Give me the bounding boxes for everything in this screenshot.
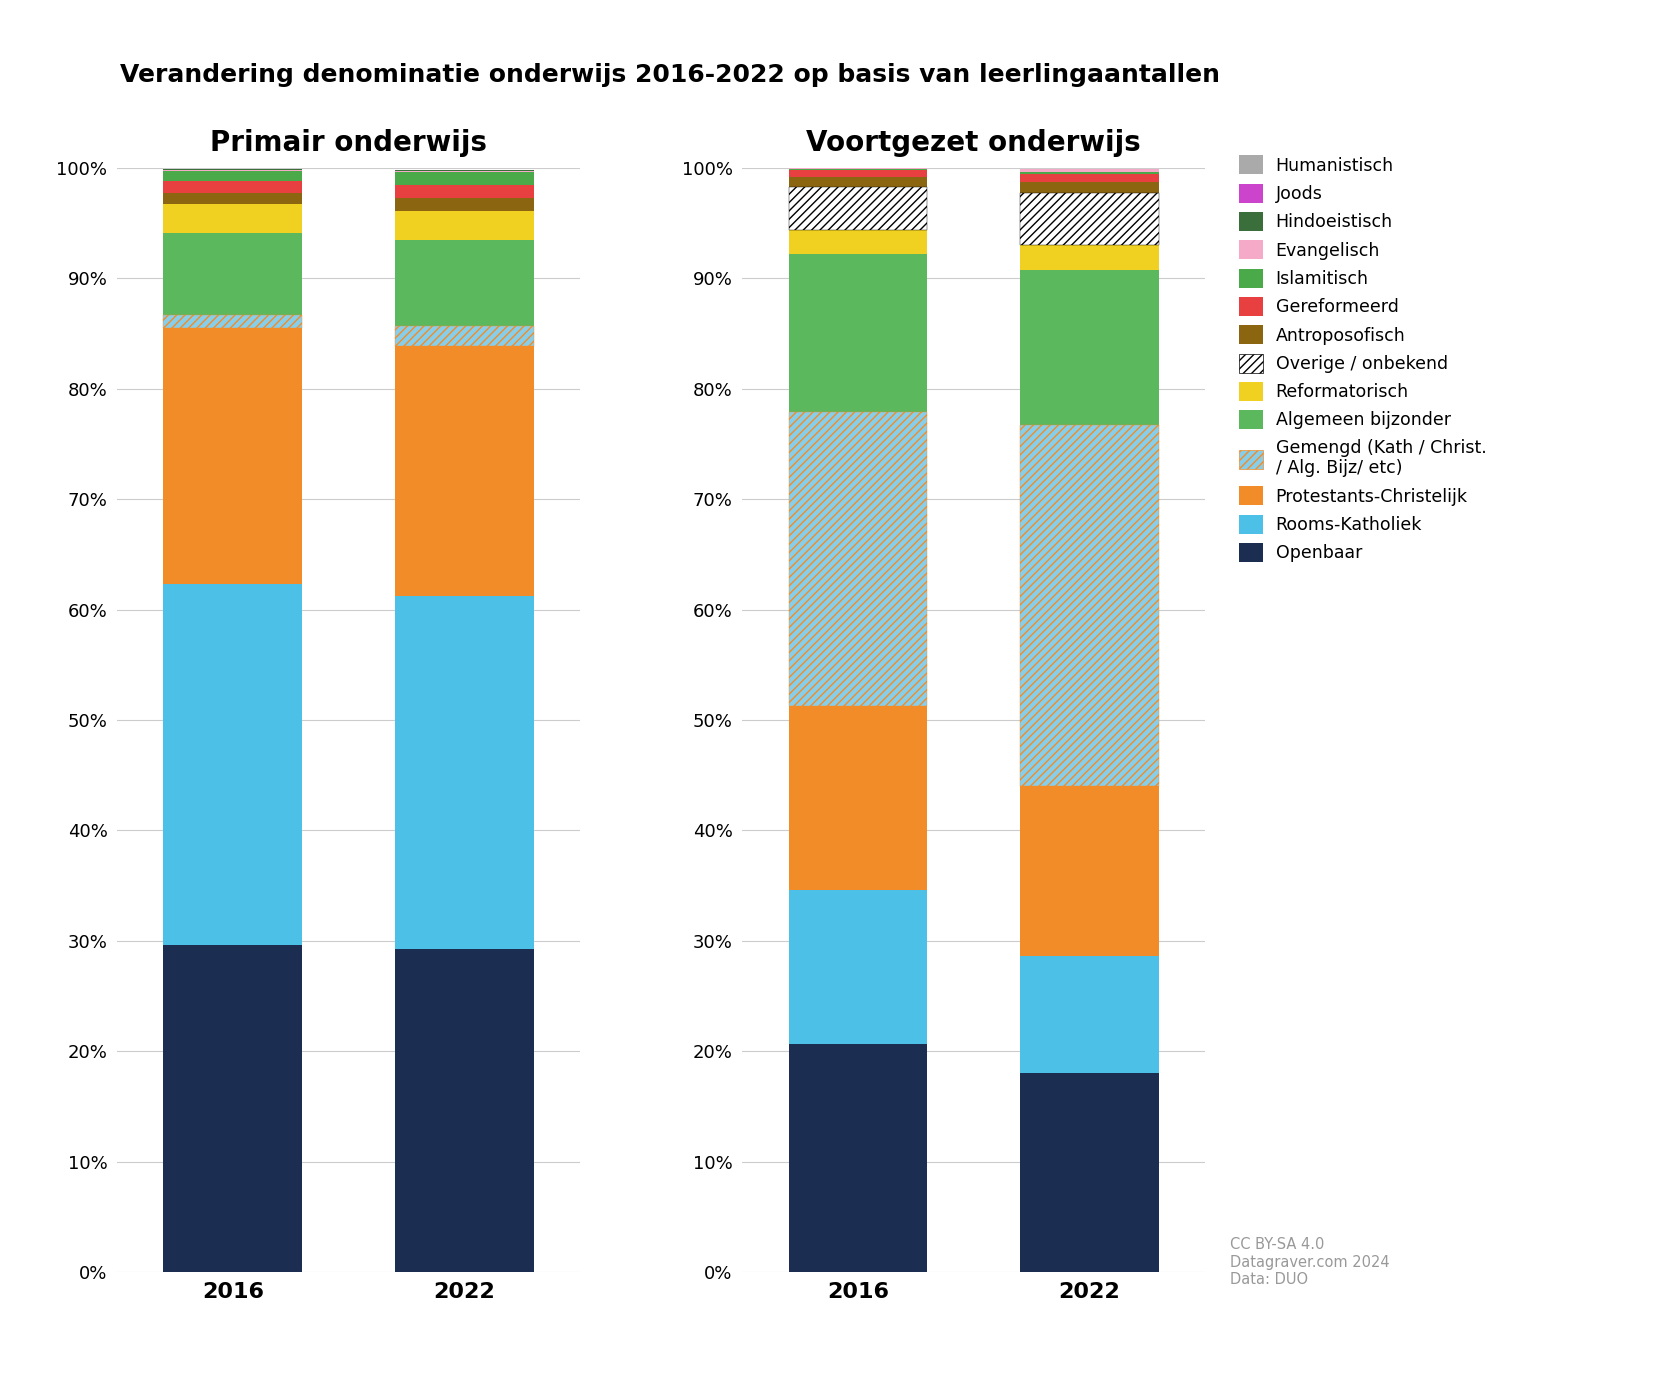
Bar [1019, 175, 1158, 182]
Bar [788, 1043, 927, 1272]
Bar [788, 166, 927, 169]
Bar [1019, 172, 1158, 175]
Bar [395, 211, 534, 239]
Bar [1019, 193, 1158, 245]
Bar [395, 345, 534, 597]
Bar [788, 171, 927, 176]
Bar [164, 315, 303, 329]
Title: Primair onderwijs: Primair onderwijs [211, 129, 487, 157]
Bar [1019, 245, 1158, 270]
Bar [395, 239, 534, 326]
Bar [788, 706, 927, 891]
Bar [788, 412, 927, 706]
Bar [788, 254, 927, 412]
Bar [164, 233, 303, 315]
Bar [1019, 786, 1158, 956]
Bar [395, 197, 534, 211]
Bar [395, 326, 534, 345]
Bar [1019, 182, 1158, 193]
Bar [788, 186, 927, 229]
Text: CC BY-SA 4.0
Datagraver.com 2024
Data: DUO: CC BY-SA 4.0 Datagraver.com 2024 Data: D… [1230, 1237, 1389, 1288]
Bar [788, 891, 927, 1043]
Bar [1019, 193, 1158, 245]
Bar [1019, 270, 1158, 425]
Bar [164, 171, 303, 180]
Bar [395, 597, 534, 949]
Bar [788, 229, 927, 254]
Bar [164, 584, 303, 945]
Bar [164, 204, 303, 233]
Bar [395, 172, 534, 186]
Bar [788, 412, 927, 706]
Bar [164, 193, 303, 204]
Bar [788, 176, 927, 186]
Bar [1019, 169, 1158, 172]
Bar [164, 329, 303, 584]
Legend: Humanistisch, Joods, Hindoeistisch, Evangelisch, Islamitisch, Gereformeerd, Antr: Humanistisch, Joods, Hindoeistisch, Evan… [1238, 155, 1486, 562]
Bar [164, 180, 303, 193]
Bar [395, 186, 534, 197]
Title: Voortgezet onderwijs: Voortgezet onderwijs [806, 129, 1141, 157]
Bar [164, 945, 303, 1272]
Bar [164, 315, 303, 329]
Bar [1019, 425, 1158, 786]
Text: Verandering denominatie onderwijs 2016-2022 op basis van leerlingaantallen: Verandering denominatie onderwijs 2016-2… [119, 63, 1220, 87]
Bar [395, 326, 534, 345]
Bar [788, 186, 927, 229]
Bar [1019, 1074, 1158, 1272]
Bar [1019, 956, 1158, 1074]
Bar [1019, 425, 1158, 786]
Bar [395, 949, 534, 1272]
